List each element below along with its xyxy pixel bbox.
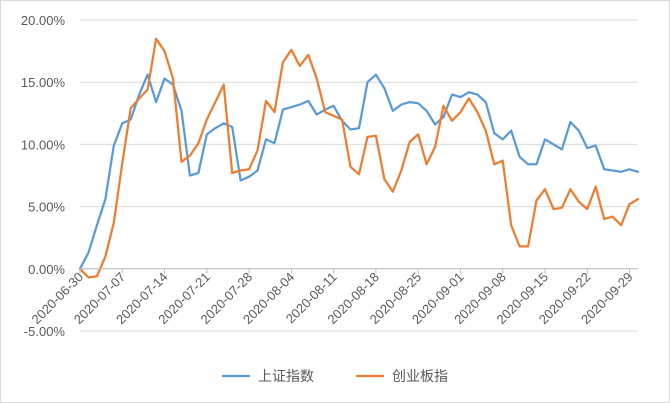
y-tick-label: 20.00% — [21, 13, 66, 28]
legend-label: 创业板指 — [392, 369, 448, 385]
y-tick-label: 5.00% — [28, 200, 65, 215]
legend-label: 上证指数 — [258, 369, 314, 385]
x-axis-ticks: 2020-06-302020-07-072020-07-142020-07-21… — [28, 268, 636, 327]
series-group — [78, 37, 640, 279]
y-tick-label: -5.00% — [24, 324, 66, 339]
series-line-2 — [78, 37, 640, 279]
y-tick-label: 15.00% — [21, 75, 66, 90]
y-axis-ticks: -5.00% 0.00% 5.00% 10.00% 15.00% 20.00% — [21, 13, 66, 339]
y-tick-label: 10.00% — [21, 137, 66, 152]
y-tick-label: 0.00% — [28, 262, 65, 277]
legend: 上证指数 创业板指 — [222, 369, 448, 385]
